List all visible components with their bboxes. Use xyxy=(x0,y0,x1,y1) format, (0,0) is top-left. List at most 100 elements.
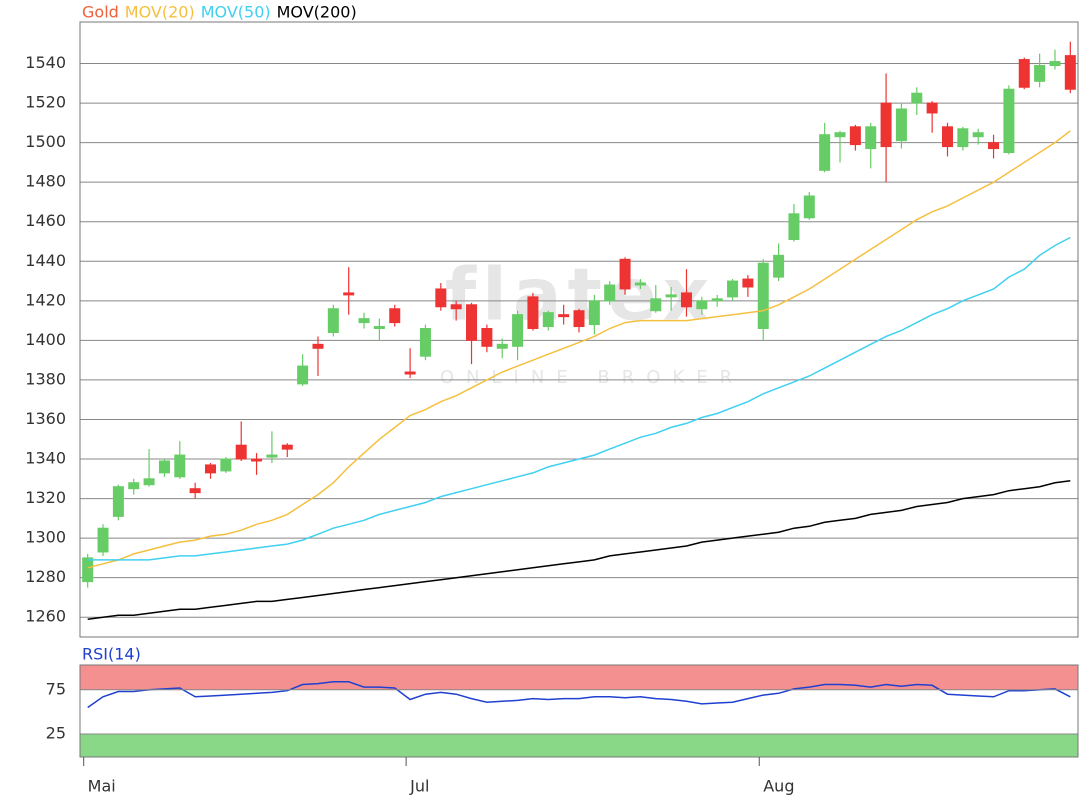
candle-body xyxy=(174,454,186,478)
candle-body xyxy=(527,296,539,330)
y-tick-label: 1260 xyxy=(25,607,66,626)
legend-entry: MOV(50) xyxy=(201,3,271,22)
candle-body xyxy=(941,126,953,148)
candle-body xyxy=(988,142,1000,150)
y-tick-label: 1400 xyxy=(25,330,66,349)
legend-entry: Gold xyxy=(82,3,119,22)
candle-body xyxy=(1018,59,1030,88)
candle-body xyxy=(1064,55,1076,90)
candle-body xyxy=(895,108,907,142)
y-tick-label: 1420 xyxy=(25,290,66,309)
watermark-tagline: ONLINE BROKER xyxy=(440,367,744,388)
y-tick-label: 1320 xyxy=(25,488,66,507)
y-tick-label: 25 xyxy=(46,724,66,743)
candle-body xyxy=(1049,61,1061,67)
y-tick-label: 1280 xyxy=(25,567,66,586)
candle-body xyxy=(619,258,631,290)
candle-body xyxy=(1034,65,1046,82)
candle-body xyxy=(757,262,769,330)
y-tick-label: 1380 xyxy=(25,369,66,388)
candle-body xyxy=(358,318,370,324)
y-tick-label: 1300 xyxy=(25,528,66,547)
series-line xyxy=(87,236,1071,561)
oversold-zone xyxy=(80,734,1078,757)
candle-body xyxy=(542,312,554,328)
candle-body xyxy=(496,343,508,349)
candle-body xyxy=(158,460,170,474)
y-tick-label: 1520 xyxy=(25,93,66,112)
candle-body xyxy=(251,458,263,462)
candle-body xyxy=(604,284,616,302)
candle-body xyxy=(742,278,754,288)
candle-body xyxy=(573,310,585,328)
candle-body xyxy=(220,458,232,472)
candle-body xyxy=(481,328,493,347)
candle-body xyxy=(235,444,247,460)
y-tick-label: 75 xyxy=(46,679,66,698)
candle-body xyxy=(82,557,94,583)
candle-body xyxy=(143,478,155,486)
candle-body xyxy=(189,488,201,494)
y-tick-label: 1540 xyxy=(25,53,66,72)
candle-body xyxy=(97,527,109,553)
candle-body xyxy=(466,304,478,341)
candle-body xyxy=(435,288,447,308)
candle-body xyxy=(711,298,723,302)
candle-body xyxy=(650,298,662,312)
y-tick-label: 1440 xyxy=(25,251,66,270)
rsi-legend: RSI(14) xyxy=(82,645,141,664)
candle-body xyxy=(696,300,708,310)
candle-body xyxy=(450,304,462,310)
x-tick-label: Mai xyxy=(88,777,116,796)
candle-body xyxy=(788,213,800,241)
x-tick-label: Jul xyxy=(409,777,429,796)
y-tick-label: 1340 xyxy=(25,449,66,468)
candle-body xyxy=(281,444,293,450)
legend-entry: MOV(200) xyxy=(277,3,357,22)
price-border xyxy=(79,21,1079,638)
candle-body xyxy=(588,300,600,326)
candle-body xyxy=(865,126,877,150)
candle-body xyxy=(957,128,969,148)
legend-entry: MOV(20) xyxy=(125,3,195,22)
candle-body xyxy=(205,464,217,474)
candle-body xyxy=(1003,88,1015,154)
candle-body xyxy=(373,326,385,330)
candle-body xyxy=(419,328,431,357)
candle-body xyxy=(665,294,677,298)
legend: Gold MOV(20) MOV(50) MOV(200) xyxy=(82,3,357,22)
candle-body xyxy=(926,102,938,114)
candle-body xyxy=(112,486,124,517)
y-tick-label: 1360 xyxy=(25,409,66,428)
candle-body xyxy=(819,134,831,171)
candle-body xyxy=(880,102,892,148)
y-tick-label: 1460 xyxy=(25,211,66,230)
candle-body xyxy=(558,314,570,318)
x-tick-label: Aug xyxy=(763,777,794,796)
y-tick-label: 1500 xyxy=(25,132,66,151)
candle-body xyxy=(327,308,339,333)
series-line xyxy=(87,681,1071,709)
candle-body xyxy=(972,132,984,138)
candle-body xyxy=(803,195,815,219)
candle-body xyxy=(680,292,692,308)
candle-body xyxy=(343,292,355,296)
rsi-border xyxy=(79,664,1079,758)
candle-body xyxy=(312,343,324,349)
candle-body xyxy=(911,92,923,104)
candle-body xyxy=(266,454,278,458)
candle-body xyxy=(128,482,140,490)
y-tick-label: 1480 xyxy=(25,172,66,191)
series-line xyxy=(87,130,1071,569)
candle-body xyxy=(512,314,524,347)
candle-body xyxy=(389,308,401,324)
overbought-zone xyxy=(80,665,1078,690)
candle-body xyxy=(297,365,309,385)
candle-body xyxy=(727,280,739,298)
series-line xyxy=(87,480,1071,620)
candle-body xyxy=(834,132,846,138)
candle-body xyxy=(773,254,785,278)
candle-body xyxy=(849,126,861,146)
candle-body xyxy=(634,282,646,286)
